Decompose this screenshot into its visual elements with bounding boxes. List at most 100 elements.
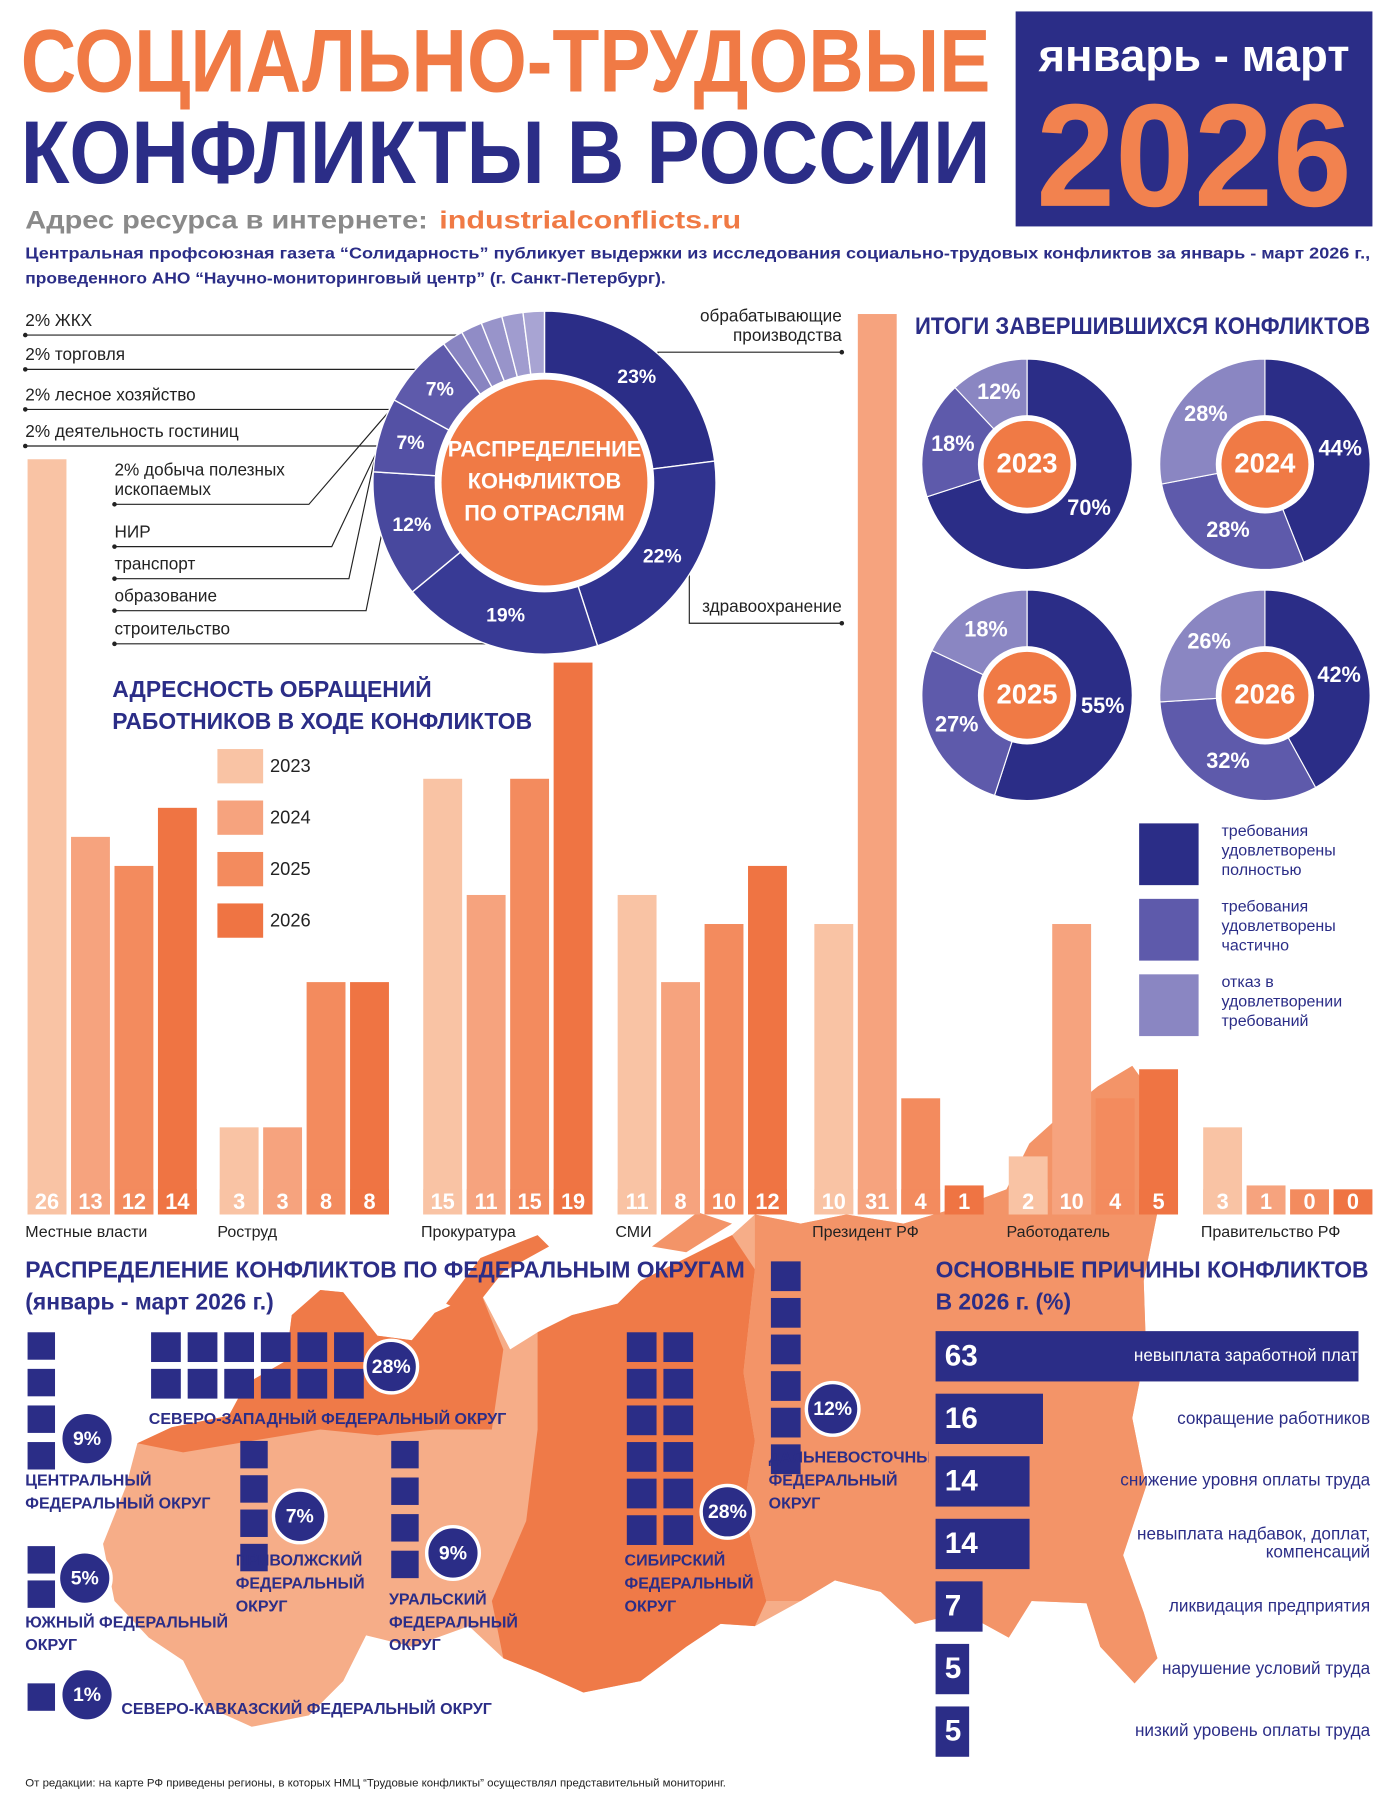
- leader-line: [688, 574, 842, 624]
- leader-dot: [22, 443, 28, 449]
- category-label: Работодатель: [1006, 1224, 1110, 1241]
- value-label-bg: [944, 1189, 984, 1215]
- legend-label: 2025: [270, 858, 311, 879]
- value-label-bg: [27, 1189, 67, 1215]
- pictogram-square: [626, 1478, 657, 1509]
- share-circle: [271, 1488, 328, 1545]
- pictogram-square: [334, 1332, 364, 1363]
- category-name: строительство: [114, 619, 231, 640]
- legend-label-box: требования удовлетворены частично: [1221, 896, 1336, 954]
- value-label-bg: [219, 1189, 259, 1215]
- pictogram-square: [626, 1368, 657, 1399]
- legend-label-box: требования удовлетворены полностью: [1221, 821, 1335, 878]
- district-label: СЕВЕРО-КАВКАЗСКИЙ ФЕДЕРАЛЬНЫЙ ОКРУГ: [121, 1697, 498, 1720]
- share-label: 12%: [813, 1398, 852, 1420]
- value-label-bg: [1203, 1189, 1243, 1215]
- value-label-bg: [704, 1189, 744, 1215]
- leader-dot: [112, 641, 117, 647]
- district-label-box: ПРИВОЛЖСКИЙ ФЕДЕРАЛЬНЫЙ ОКРУГ: [235, 1550, 365, 1615]
- title: СОЦИАЛЬНО-ТРУДОВЫЕ: [21, 10, 991, 110]
- district-name: СЕВЕРО-ЗАПАДНЫЙ ФЕДЕРАЛЬНЫЙ ОКРУГ: [148, 1408, 507, 1428]
- bar: [935, 1393, 1043, 1445]
- leader-dot: [839, 620, 845, 626]
- category-name: лесное хозяйство: [54, 385, 196, 405]
- map-island: [446, 1235, 550, 1316]
- bar: [935, 1581, 983, 1632]
- value-label: 14: [165, 1189, 189, 1214]
- legend-text: требования удовлетворены частично: [1221, 896, 1336, 954]
- chart-title: В 2026 г. (%): [936, 1289, 1072, 1315]
- share-label: 5%: [71, 1567, 99, 1589]
- pictogram-square: [663, 1442, 694, 1472]
- intro: проведенного АНО “Научно-мониторинговый …: [25, 271, 665, 288]
- bar: [935, 1706, 970, 1757]
- donut-title: КОНФЛИКТОВ: [468, 468, 622, 493]
- segment-label: 23%: [617, 366, 656, 388]
- value-label-bg: [157, 1189, 197, 1215]
- district-label-box: ЮЖНЫЙ ФЕДЕРАЛЬНЫЙ ОКРУГ: [25, 1610, 254, 1656]
- pictogram-square: [770, 1334, 801, 1365]
- value-label: 14: [945, 1464, 979, 1497]
- pictogram-square: [770, 1407, 801, 1438]
- value-label: 4: [1109, 1189, 1121, 1214]
- segment-label: 2%: [25, 311, 51, 331]
- bar: [857, 314, 897, 1215]
- leader-dot: [112, 608, 117, 613]
- district-label-box: СЕВЕРО-КАВКАЗСКИЙ ФЕДЕРАЛЬНЫЙ ОКРУГ: [121, 1697, 498, 1720]
- value-label: 63: [945, 1339, 978, 1372]
- category-label: строительство: [114, 620, 297, 639]
- segment-label: 32%: [1206, 748, 1249, 773]
- pictogram-square: [27, 1546, 56, 1574]
- district-label: ЮЖНЫЙ ФЕДЕРАЛЬНЫЙ ОКРУГ: [25, 1610, 254, 1656]
- value-label-bg: [1333, 1189, 1373, 1215]
- value-label: 3: [1217, 1189, 1229, 1214]
- map-island: [651, 1212, 733, 1253]
- district-label-box: УРАЛЬСКИЙ ФЕДЕРАЛЬНЫЙ ОКРУГ: [389, 1590, 518, 1654]
- cause-label-box: сокращение работников: [1116, 1394, 1370, 1444]
- value-label-bg: [466, 1189, 506, 1215]
- cause-label: сокращение работников: [1116, 1394, 1370, 1444]
- value-label: 3: [277, 1189, 289, 1214]
- category-label: обрабатывающие производства: [641, 306, 842, 345]
- legend-swatch: [1139, 898, 1199, 961]
- value-label: 5: [945, 1652, 962, 1685]
- value-label: 16: [945, 1402, 978, 1435]
- value-label-bg: [1290, 1189, 1329, 1215]
- pictogram-square: [224, 1332, 255, 1363]
- leader-dot: [22, 367, 28, 372]
- pictogram-square: [27, 1683, 56, 1711]
- donut-center: [441, 379, 648, 586]
- pictogram-square: [663, 1368, 694, 1399]
- pie-center: [1221, 651, 1309, 739]
- district-name: ПРИВОЛЖСКИЙ ФЕДЕРАЛЬНЫЙ ОКРУГ: [235, 1550, 365, 1615]
- pictogram-square: [151, 1368, 181, 1399]
- segment-label: 19%: [486, 605, 525, 627]
- category-label-box: 2% добыча полезных ископаемых: [114, 461, 314, 500]
- district-label: СИБИРСКИЙ ФЕДЕРАЛЬНЫЙ ОКРУГ: [625, 1548, 762, 1617]
- pictogram-square: [260, 1332, 291, 1363]
- pictogram-square: [626, 1515, 657, 1545]
- share-circle: [56, 1550, 113, 1607]
- category-label: 2% добыча полезных ископаемых: [114, 461, 314, 500]
- share-label: 1%: [73, 1684, 101, 1706]
- bar: [510, 778, 550, 1215]
- period-box: [1015, 11, 1373, 227]
- pictogram-square: [297, 1332, 328, 1363]
- category-label-box: НИР: [114, 523, 150, 542]
- pictogram-square: [663, 1405, 694, 1436]
- category-name: транспорт: [114, 554, 196, 575]
- leader-dot: [22, 407, 28, 412]
- pictogram-square: [240, 1509, 268, 1537]
- bar: [661, 982, 700, 1215]
- period: январь - март: [1038, 30, 1350, 81]
- district-label-box: ДАЛЬНЕВОСТОЧНЫЙ ФЕДЕРАЛЬНЫЙ ОКРУГ: [769, 1448, 929, 1512]
- category-label-box: 2% лесное хозяйство: [25, 385, 196, 405]
- segment-label: 70%: [1067, 495, 1110, 520]
- value-label: 10: [822, 1189, 846, 1214]
- value-label: 0: [1347, 1189, 1359, 1214]
- category-label: Президент РФ: [812, 1224, 919, 1241]
- value-label: 8: [675, 1189, 687, 1214]
- bar: [617, 894, 657, 1215]
- value-label-bg: [114, 1189, 154, 1215]
